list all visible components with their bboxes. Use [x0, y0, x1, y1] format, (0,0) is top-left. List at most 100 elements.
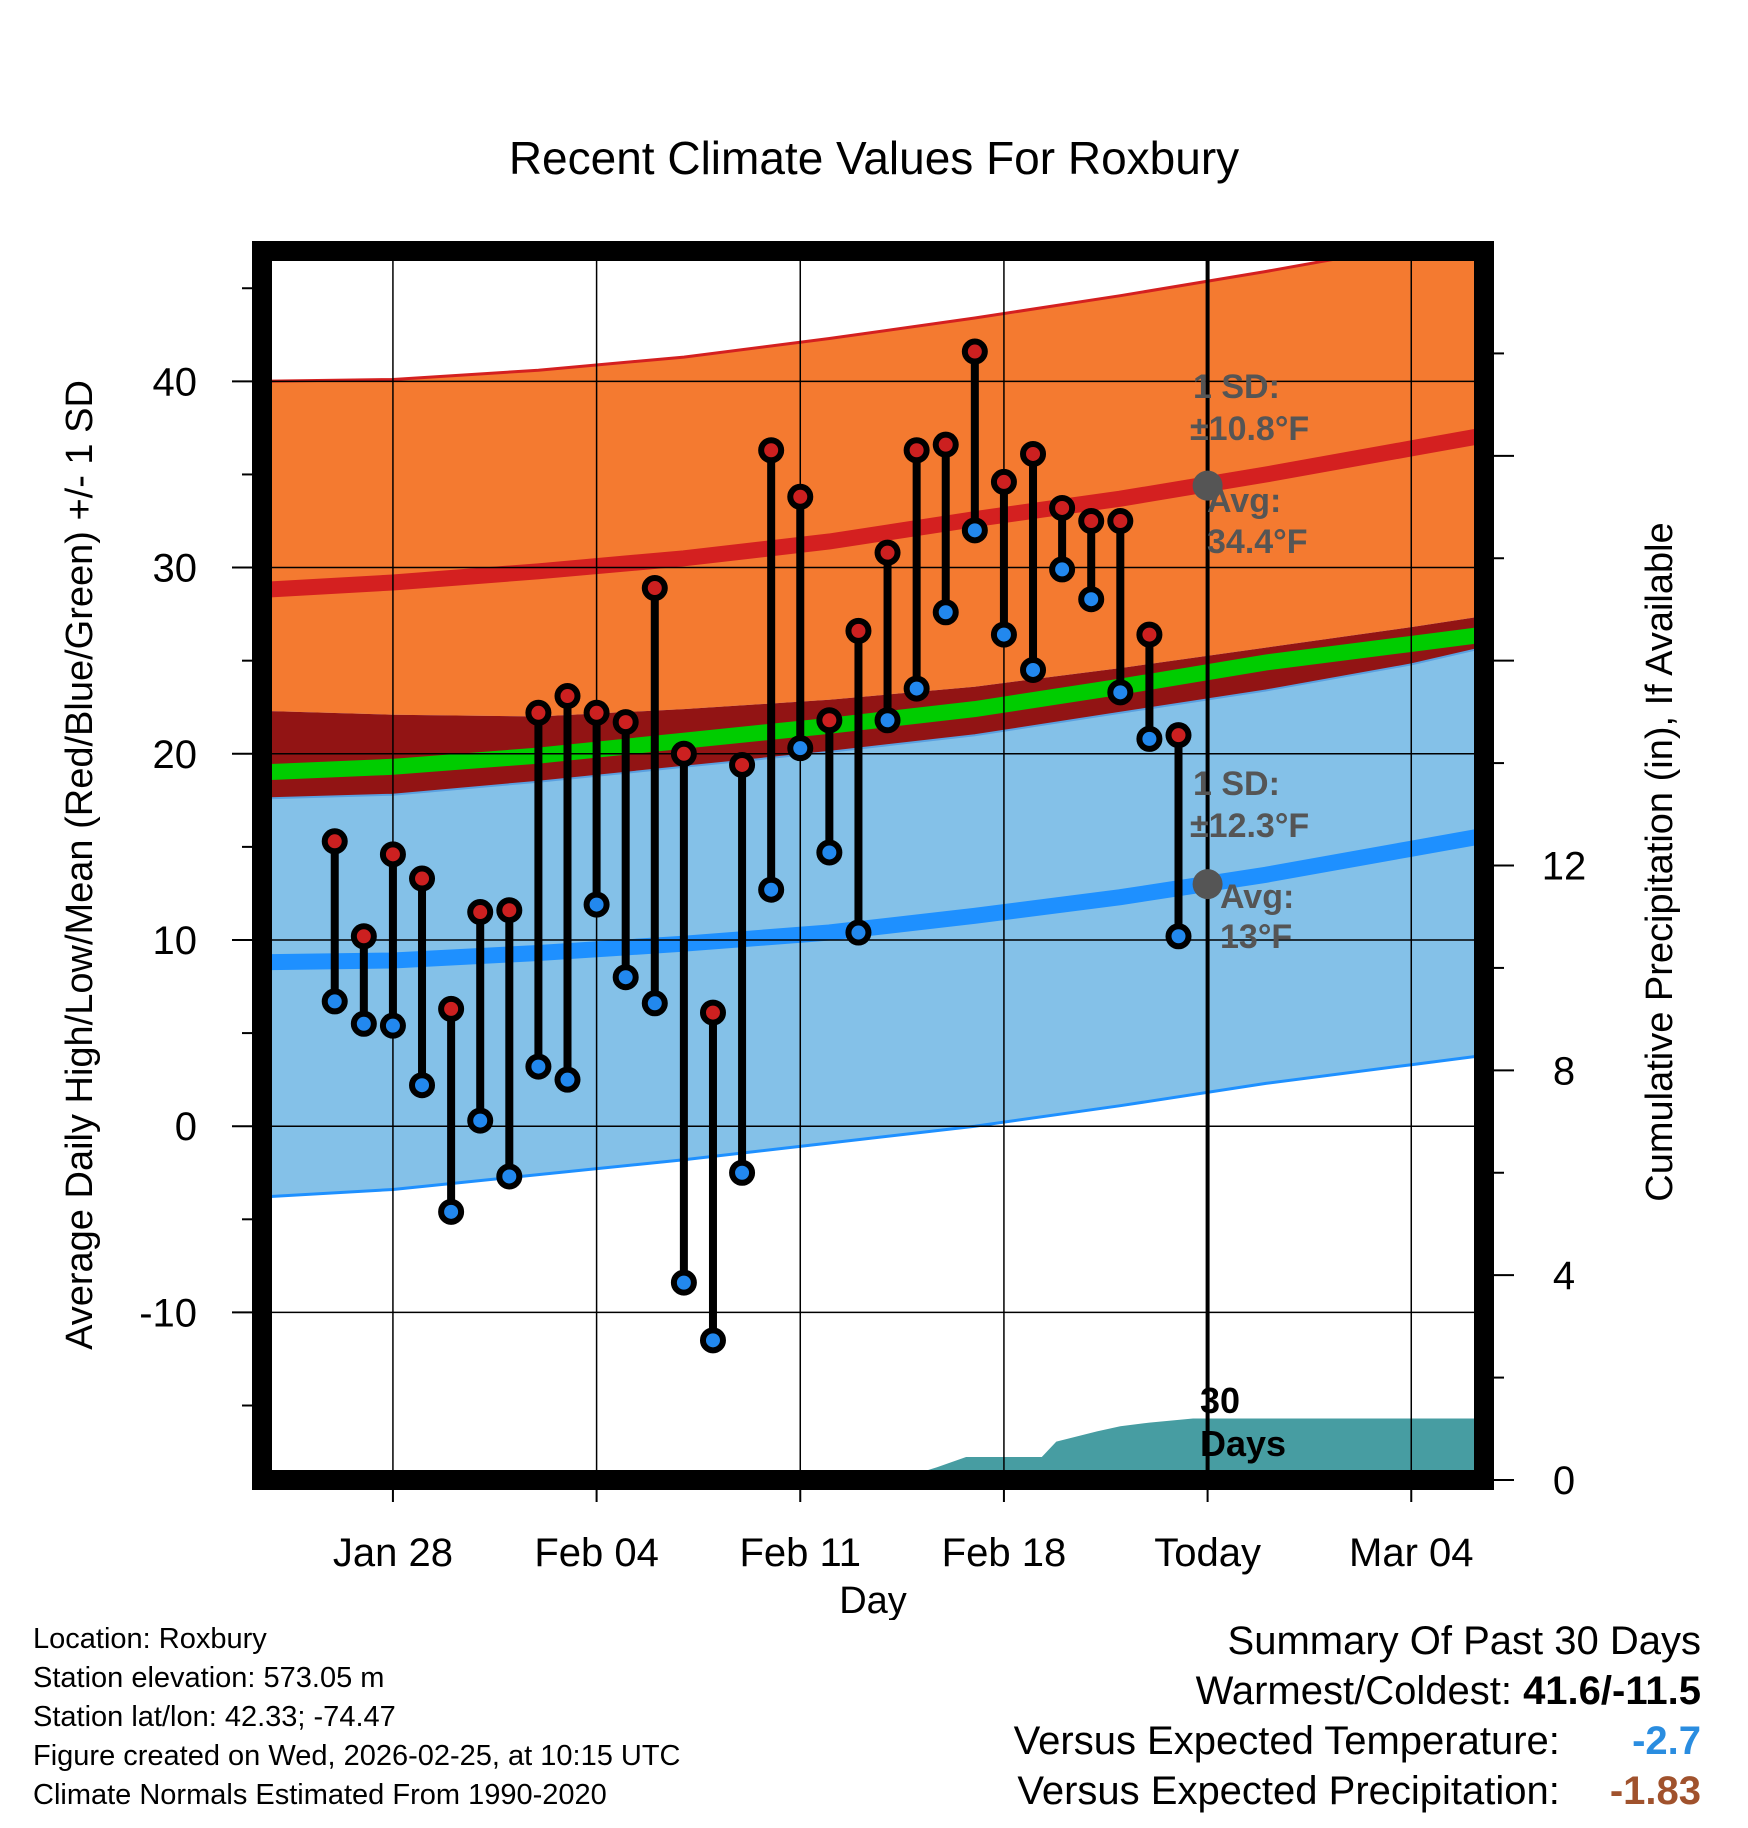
high-sd-value: ±10.8°F	[1190, 410, 1309, 448]
high-point-21	[990, 468, 1017, 495]
low-point-25	[1107, 679, 1134, 706]
high-point-13	[758, 437, 785, 464]
high-point-22	[1020, 440, 1047, 467]
y-tick-label-0: 0	[175, 1105, 197, 1149]
high-avg-value: 34.4°F	[1207, 523, 1308, 561]
low-avg-label: Avg:	[1220, 878, 1294, 916]
low-normal-line	[262, 827, 1484, 971]
summary-panel: Summary Of Past 30 Days Warmest/Coldest:…	[1014, 1616, 1701, 1816]
high-point-3	[467, 899, 494, 926]
low-point-9	[641, 990, 668, 1017]
mean-normal-line	[262, 626, 1484, 781]
temp-departure-value: -2.7	[1632, 1719, 1701, 1763]
y2-tick-label-0: 0	[1553, 1459, 1575, 1503]
low-upper-sd-line	[262, 646, 1484, 800]
high-point-26	[1136, 621, 1163, 648]
precip-departure-value: -1.83	[1609, 1769, 1701, 1813]
low-point-19	[932, 599, 959, 626]
y-tick-label-10: 10	[153, 919, 198, 963]
low-point-8	[612, 964, 639, 991]
high-point-20	[961, 338, 988, 365]
low-point-27	[1165, 923, 1192, 950]
high-point-0	[379, 841, 406, 868]
low-point-18	[903, 675, 930, 702]
high-point-23	[1049, 494, 1076, 521]
high-point-18	[903, 437, 930, 464]
x-tick-label-Feb 11: Feb 11	[739, 1531, 861, 1575]
low-point-11	[699, 1327, 726, 1354]
low-point-12	[729, 1159, 756, 1186]
low-point-15	[816, 839, 843, 866]
y-tick-label--10: -10	[139, 1291, 197, 1335]
y2-tick-label-8: 8	[1553, 1049, 1575, 1093]
low-point-7	[583, 891, 610, 918]
low-point-22	[1020, 656, 1047, 683]
high-point-16	[845, 617, 872, 644]
climate-chart: Recent Climate Values For Roxbury 1 SD: …	[59, 132, 1681, 1620]
y2-axis: 0 4 8 12	[1494, 352, 1587, 1503]
x-axis-label: Day	[839, 1580, 907, 1620]
y-axis-label: Average Daily High/Low/Mean (Red/Blue/Gr…	[59, 380, 101, 1350]
low-point-5	[525, 1053, 552, 1080]
high-point-27	[1165, 722, 1192, 749]
low-point-24	[1078, 586, 1105, 613]
high-avg-marker	[1192, 470, 1223, 501]
low-sd-label: 1 SD:	[1193, 765, 1280, 803]
high-point-17	[874, 539, 901, 566]
high-point-10	[670, 740, 697, 767]
low-avg-value: 13°F	[1220, 918, 1292, 956]
high-point-12	[729, 751, 756, 778]
station-info: Location: Roxbury Station elevation: 573…	[33, 1620, 681, 1815]
x-axis: Jan 28 Feb 04 Feb 11 Feb 18 Today Mar 04	[333, 1490, 1474, 1575]
elevation-text: Station elevation: 573.05 m	[33, 1662, 385, 1694]
y2-tick-label-4: 4	[1553, 1254, 1575, 1298]
low-point-17	[874, 707, 901, 734]
y-tick-label-20: 20	[153, 733, 198, 777]
y-tick-label-30: 30	[153, 547, 198, 591]
precipitation-area	[878, 1418, 1484, 1480]
x-tick-label-Feb 18: Feb 18	[942, 1531, 1067, 1575]
days-label-number: 30	[1200, 1380, 1240, 1421]
high-point-19	[932, 431, 959, 458]
plot-frame	[252, 241, 1494, 1490]
temp-row: Versus Expected Temperature: -2.7	[1014, 1716, 1701, 1766]
low-point-4	[496, 1163, 523, 1190]
low-point-13	[758, 876, 785, 903]
high-point-7	[583, 699, 610, 726]
high-point-11	[699, 999, 726, 1026]
warm-cold-row: Warmest/Coldest: 41.6/-11.5	[1014, 1666, 1701, 1716]
high-point-8	[612, 709, 639, 736]
latlon-text: Station lat/lon: 42.33; -74.47	[33, 1701, 396, 1733]
y2-axis-label: Cumulative Precipitation (in), If Availa…	[1639, 522, 1681, 1201]
low-point-6	[554, 1066, 581, 1093]
low-point-1	[409, 1072, 436, 1099]
high-sd-band	[262, 251, 1484, 717]
high-avg-label: Avg:	[1207, 482, 1281, 520]
x-tick-label-Today: Today	[1154, 1531, 1261, 1575]
x-tick-label-Mar 04: Mar 04	[1349, 1531, 1474, 1575]
plot-area	[262, 251, 1484, 1480]
warm-cold-value: 41.6/-11.5	[1523, 1669, 1701, 1713]
temp-label: Versus Expected Temperature:	[1013, 1719, 1571, 1763]
low-point-21	[990, 621, 1017, 648]
days-label-word: Days	[1200, 1423, 1286, 1464]
low-point-3	[467, 1107, 494, 1134]
high-point-6	[554, 683, 581, 710]
low-avg-marker	[1192, 869, 1223, 900]
created-text: Figure created on Wed, 2026-02-25, at 10…	[33, 1740, 681, 1772]
normals-text: Climate Normals Estimated From 1990-2020	[33, 1779, 607, 1811]
low-point--2	[321, 988, 348, 1015]
low-sd-value: ±12.3°F	[1190, 807, 1309, 845]
high-point-9	[641, 575, 668, 602]
high-point-14	[787, 483, 814, 510]
x-tick-label-Jan 28: Jan 28	[333, 1531, 453, 1575]
high-point-2	[438, 995, 465, 1022]
annotations: 1 SD: ±10.8°F Avg: 34.4°F 1 SD: ±12.3°F …	[1190, 368, 1309, 1464]
low-point-20	[961, 517, 988, 544]
y2-tick-label-12: 12	[1542, 845, 1587, 889]
high-sd-label: 1 SD:	[1193, 368, 1280, 406]
low-point-26	[1136, 725, 1163, 752]
low-point--1	[350, 1010, 377, 1037]
high-point--2	[321, 828, 348, 855]
low-point-14	[787, 735, 814, 762]
